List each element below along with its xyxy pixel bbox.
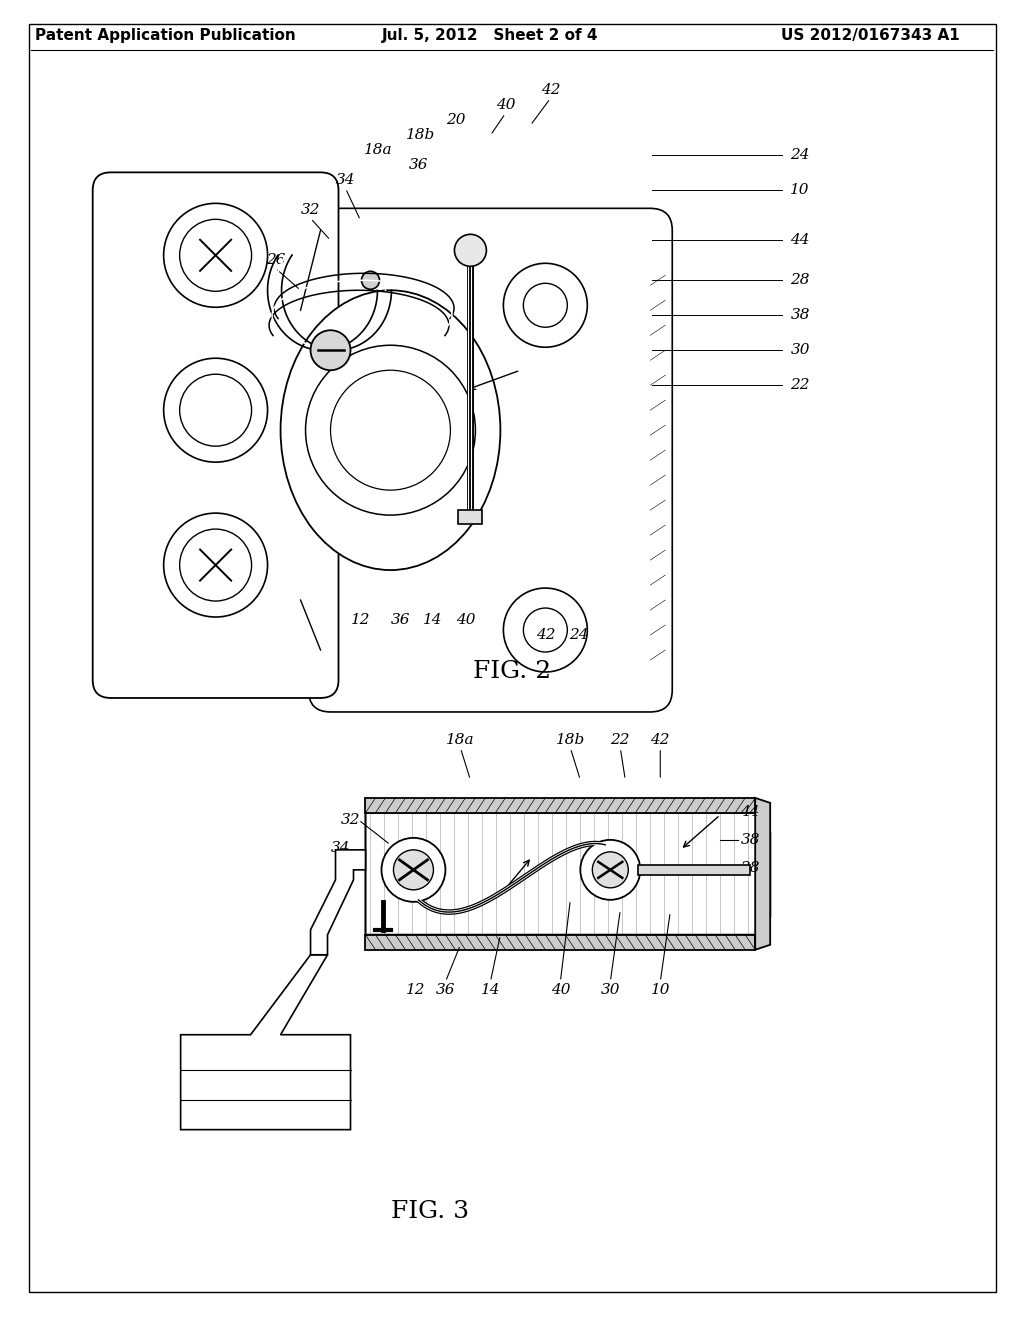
Text: 18b: 18b [406,128,435,143]
Circle shape [179,529,252,601]
Circle shape [523,284,567,327]
Text: 18a: 18a [446,733,475,747]
Text: 44: 44 [791,234,810,247]
Text: 14: 14 [423,612,442,627]
Polygon shape [366,797,756,813]
Text: 26: 26 [266,253,286,267]
Text: 34: 34 [331,841,350,855]
Text: 42: 42 [536,628,555,642]
Circle shape [504,587,588,672]
Text: 22: 22 [791,379,810,392]
Text: 40: 40 [456,612,475,627]
Text: 30: 30 [600,983,621,997]
Text: 28: 28 [740,861,760,875]
Text: 12: 12 [351,612,371,627]
FancyBboxPatch shape [459,510,482,524]
Circle shape [382,838,445,902]
Text: FIG. 3: FIG. 3 [391,1200,470,1224]
Text: 24: 24 [791,148,810,162]
Polygon shape [336,440,440,500]
Circle shape [179,219,252,292]
Circle shape [523,609,567,652]
Circle shape [393,850,433,890]
Text: 40: 40 [551,983,570,997]
Text: 36: 36 [435,983,456,997]
Text: 42: 42 [650,733,670,747]
Circle shape [305,346,475,515]
FancyBboxPatch shape [93,173,339,698]
Text: 10: 10 [650,983,670,997]
Circle shape [361,272,380,289]
Text: 14: 14 [480,983,500,997]
Circle shape [581,840,640,900]
Polygon shape [366,935,756,950]
Text: 20: 20 [445,114,465,128]
Text: 24: 24 [568,628,588,642]
Polygon shape [336,300,440,360]
Text: 38: 38 [740,833,760,847]
Circle shape [164,203,267,308]
Circle shape [331,370,451,490]
Polygon shape [638,865,751,875]
Text: US 2012/0167343 A1: US 2012/0167343 A1 [780,28,959,44]
Polygon shape [310,850,366,954]
Text: 22: 22 [610,733,630,747]
Text: 18b: 18b [556,733,585,747]
Text: 12: 12 [406,983,425,997]
Text: 36: 36 [391,612,411,627]
Text: 36: 36 [409,158,428,173]
Text: 42: 42 [541,83,560,98]
Circle shape [455,235,486,267]
Text: Patent Application Publication: Patent Application Publication [35,28,296,44]
Circle shape [164,513,267,616]
Circle shape [310,330,350,370]
Text: Jul. 5, 2012   Sheet 2 of 4: Jul. 5, 2012 Sheet 2 of 4 [382,28,599,44]
Text: 18a: 18a [365,144,393,157]
Circle shape [164,358,267,462]
Text: 32: 32 [341,813,360,826]
Text: FIG. 2: FIG. 2 [473,660,552,684]
Polygon shape [756,797,770,950]
Text: 10: 10 [791,183,810,198]
Circle shape [179,374,252,446]
Text: 38: 38 [791,309,810,322]
Text: 34: 34 [336,173,355,187]
Text: 32: 32 [301,203,321,218]
FancyBboxPatch shape [308,209,673,711]
Polygon shape [366,813,770,935]
Ellipse shape [281,290,501,570]
Circle shape [504,263,588,347]
Circle shape [592,851,629,888]
Text: 28: 28 [791,273,810,288]
Text: 44: 44 [740,805,760,818]
Text: 30: 30 [791,343,810,358]
Polygon shape [180,954,350,1130]
Text: 40: 40 [496,99,515,112]
